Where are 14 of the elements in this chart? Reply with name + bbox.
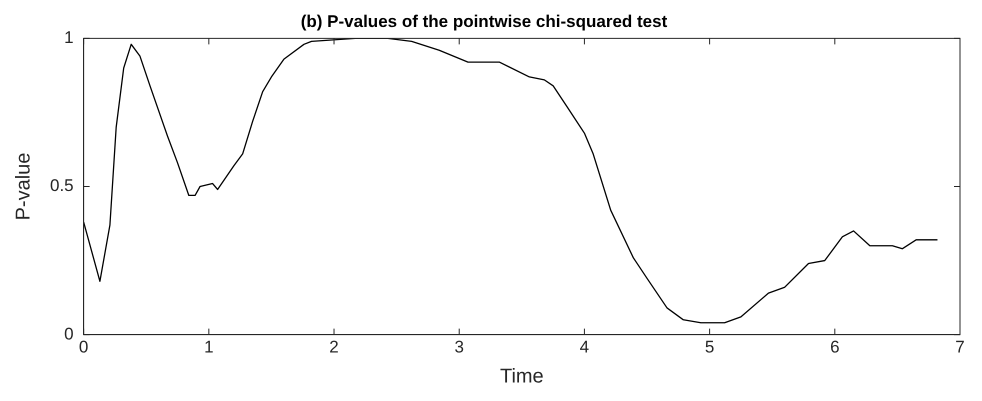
y-tick-label: 0 <box>64 324 74 344</box>
y-tick-label: 1 <box>64 28 74 48</box>
x-tick-label: 0 <box>78 337 88 356</box>
x-tick-label: 1 <box>204 337 214 356</box>
x-tick-label: 2 <box>329 337 339 356</box>
chart-title: (b) P-values of the pointwise chi-squared test <box>300 12 668 31</box>
x-tick-label: 6 <box>830 337 840 356</box>
y-tick-label: 0.5 <box>50 176 74 196</box>
x-tick-label: 7 <box>955 337 965 356</box>
y-axis-title: P-value <box>12 152 35 220</box>
x-tick-label: 4 <box>580 337 590 356</box>
x-tick-label: 3 <box>454 337 464 356</box>
x-tick-label: 5 <box>704 337 714 356</box>
x-axis-title: Time <box>500 366 544 388</box>
